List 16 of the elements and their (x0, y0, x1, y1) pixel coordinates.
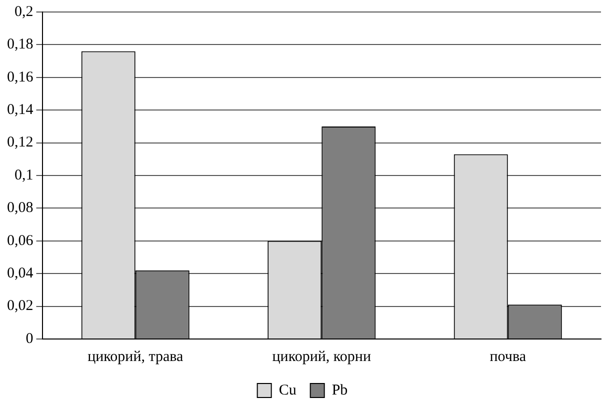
y-tick-label: 0,04 (7, 266, 34, 282)
y-tick-label: 0,02 (7, 298, 34, 314)
y-tick-label: 0,18 (7, 36, 34, 53)
y-tick-label: 0,06 (7, 232, 34, 249)
y-tick-label: 0,2 (14, 4, 34, 20)
y-tick-label: 0,14 (7, 102, 34, 118)
x-tick-label: почва (490, 348, 526, 365)
y-tick-label: 0,12 (7, 134, 34, 151)
y-tick-label: 0 (26, 330, 34, 347)
x-tick-label: цикорий, трава (88, 348, 184, 365)
legend-label: Pb (332, 382, 348, 398)
legend-label: Cu (278, 382, 297, 398)
y-tick-label: 0,1 (14, 167, 34, 184)
y-tick-label: 0,16 (7, 69, 34, 86)
x-tick-label: цикорий, корни (272, 348, 371, 365)
y-tick-label: 0,08 (7, 200, 34, 216)
